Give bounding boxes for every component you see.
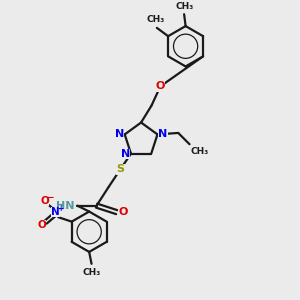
Text: O: O [40, 196, 49, 206]
Text: O: O [156, 81, 165, 91]
Text: N: N [115, 129, 124, 139]
Text: CH₃: CH₃ [190, 147, 209, 156]
Text: O: O [118, 207, 128, 217]
Text: O: O [37, 220, 46, 230]
Text: N: N [51, 207, 60, 217]
Text: −: − [46, 193, 53, 202]
Text: N: N [121, 149, 130, 159]
Text: +: + [57, 204, 64, 213]
Text: HN: HN [56, 201, 74, 211]
Text: CH₃: CH₃ [175, 2, 193, 10]
Text: N: N [158, 129, 167, 139]
Text: CH₃: CH₃ [82, 268, 101, 277]
Text: CH₃: CH₃ [146, 15, 164, 24]
Text: S: S [116, 164, 124, 174]
